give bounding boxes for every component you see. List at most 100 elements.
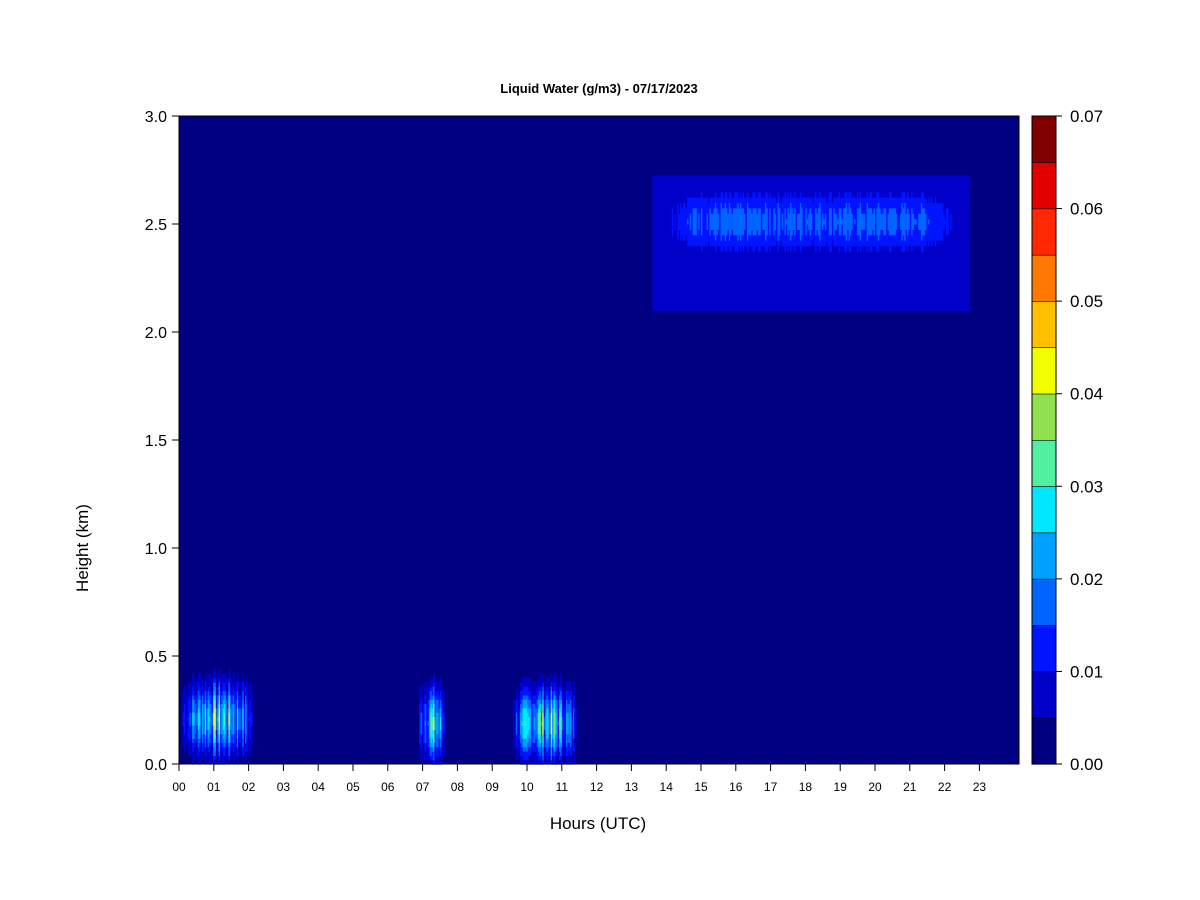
heatmap-cell [515, 686, 518, 692]
heatmap-cell [714, 261, 717, 268]
heatmap-cell [217, 746, 220, 752]
heatmap-cell [733, 186, 736, 193]
heatmap-cell [765, 261, 768, 268]
heatmap-cell [720, 305, 723, 311]
heatmap-cell [694, 229, 697, 236]
heatmap-cell [547, 720, 550, 726]
heatmap-cell [785, 213, 788, 220]
heatmap-cell [766, 234, 769, 241]
heatmap-cell [801, 175, 804, 182]
heatmap-cell [684, 186, 687, 193]
heatmap-cell [563, 703, 566, 709]
heatmap-cell [217, 738, 220, 743]
heatmap-cell [741, 245, 744, 252]
heatmap-cell [199, 759, 202, 765]
heatmap-cell [808, 180, 811, 187]
heatmap-cell [221, 690, 224, 696]
heatmap-cell [210, 742, 213, 748]
heatmap-cell [668, 207, 671, 214]
heatmap-cell [666, 294, 669, 301]
heatmap-cell [798, 186, 801, 193]
heatmap-cell [664, 224, 667, 230]
heatmap-cell [760, 245, 763, 252]
heatmap-cell [214, 755, 217, 761]
heatmap-cell [714, 202, 717, 209]
heatmap-cell [225, 681, 228, 687]
heatmap-cell [546, 703, 549, 709]
heatmap-cell [568, 742, 571, 748]
heatmap-cell [550, 720, 553, 726]
heatmap-cell [522, 712, 525, 718]
heatmap-cell [250, 720, 253, 726]
heatmap-cell [236, 746, 239, 752]
heatmap-cell [656, 180, 659, 187]
heatmap-cell [753, 229, 756, 236]
heatmap-cell [572, 699, 575, 705]
heatmap-cell [427, 707, 430, 713]
heatmap-cell [435, 725, 438, 731]
heatmap-cell [664, 207, 667, 214]
heatmap-cell [673, 278, 676, 284]
heatmap-cell [435, 690, 438, 696]
heatmap-cell [684, 197, 687, 203]
heatmap-cell [791, 245, 794, 252]
heatmap-cell [227, 712, 230, 718]
heatmap-cell [717, 272, 720, 279]
heatmap-cell [560, 729, 563, 735]
heatmap-cell [778, 180, 781, 187]
heatmap-cell [532, 720, 535, 726]
heatmap-cell [524, 746, 527, 752]
heatmap-cell [741, 278, 744, 284]
heatmap-cell [776, 234, 779, 241]
heatmap-cell [784, 305, 787, 311]
heatmap-cell [783, 305, 786, 311]
heatmap-cell [222, 759, 225, 765]
heatmap-cell [568, 725, 571, 731]
heatmap-cell [724, 240, 727, 247]
heatmap-cell [752, 251, 755, 257]
heatmap-cell [660, 305, 663, 311]
heatmap-cell [203, 725, 206, 731]
heatmap-cell [813, 261, 816, 268]
heatmap-cell [797, 261, 800, 268]
heatmap-cell [247, 729, 250, 735]
heatmap-cell [791, 305, 794, 311]
heatmap-cell [780, 197, 783, 203]
heatmap-cell [810, 191, 813, 198]
heatmap-cell [780, 251, 783, 257]
heatmap-cell [657, 240, 660, 247]
heatmap-cell [749, 267, 752, 274]
heatmap-cell [759, 245, 762, 252]
heatmap-cell [663, 283, 666, 290]
heatmap-cell [792, 245, 795, 252]
heatmap-cell [228, 699, 231, 705]
heatmap-cell [753, 278, 756, 284]
heatmap-cell [220, 677, 223, 683]
heatmap-cell [440, 686, 442, 692]
heatmap-cell [199, 729, 202, 735]
heatmap-cell [532, 699, 535, 705]
heatmap-cell [742, 294, 745, 301]
heatmap-cell [207, 694, 210, 700]
heatmap-cell [524, 686, 527, 692]
heatmap-cell [787, 288, 790, 295]
heatmap-cell [716, 234, 719, 241]
heatmap-cell [783, 186, 786, 193]
heatmap-cell [560, 707, 563, 713]
heatmap-cell [798, 240, 801, 247]
heatmap-cell [785, 305, 788, 311]
heatmap-cell [528, 707, 531, 713]
heatmap-cell [688, 229, 691, 236]
heatmap-cell [741, 229, 744, 236]
heatmap-cell [815, 299, 818, 306]
heatmap-cell [196, 742, 199, 748]
heatmap-cell [678, 283, 681, 290]
heatmap-cell [518, 707, 521, 713]
heatmap-cell [734, 278, 737, 284]
heatmap-cell [222, 690, 225, 696]
heatmap-cell [224, 677, 227, 683]
heatmap-cell [762, 224, 765, 230]
heatmap-cell [699, 186, 702, 193]
heatmap-cell [236, 729, 239, 735]
heatmap-cell [746, 299, 749, 306]
